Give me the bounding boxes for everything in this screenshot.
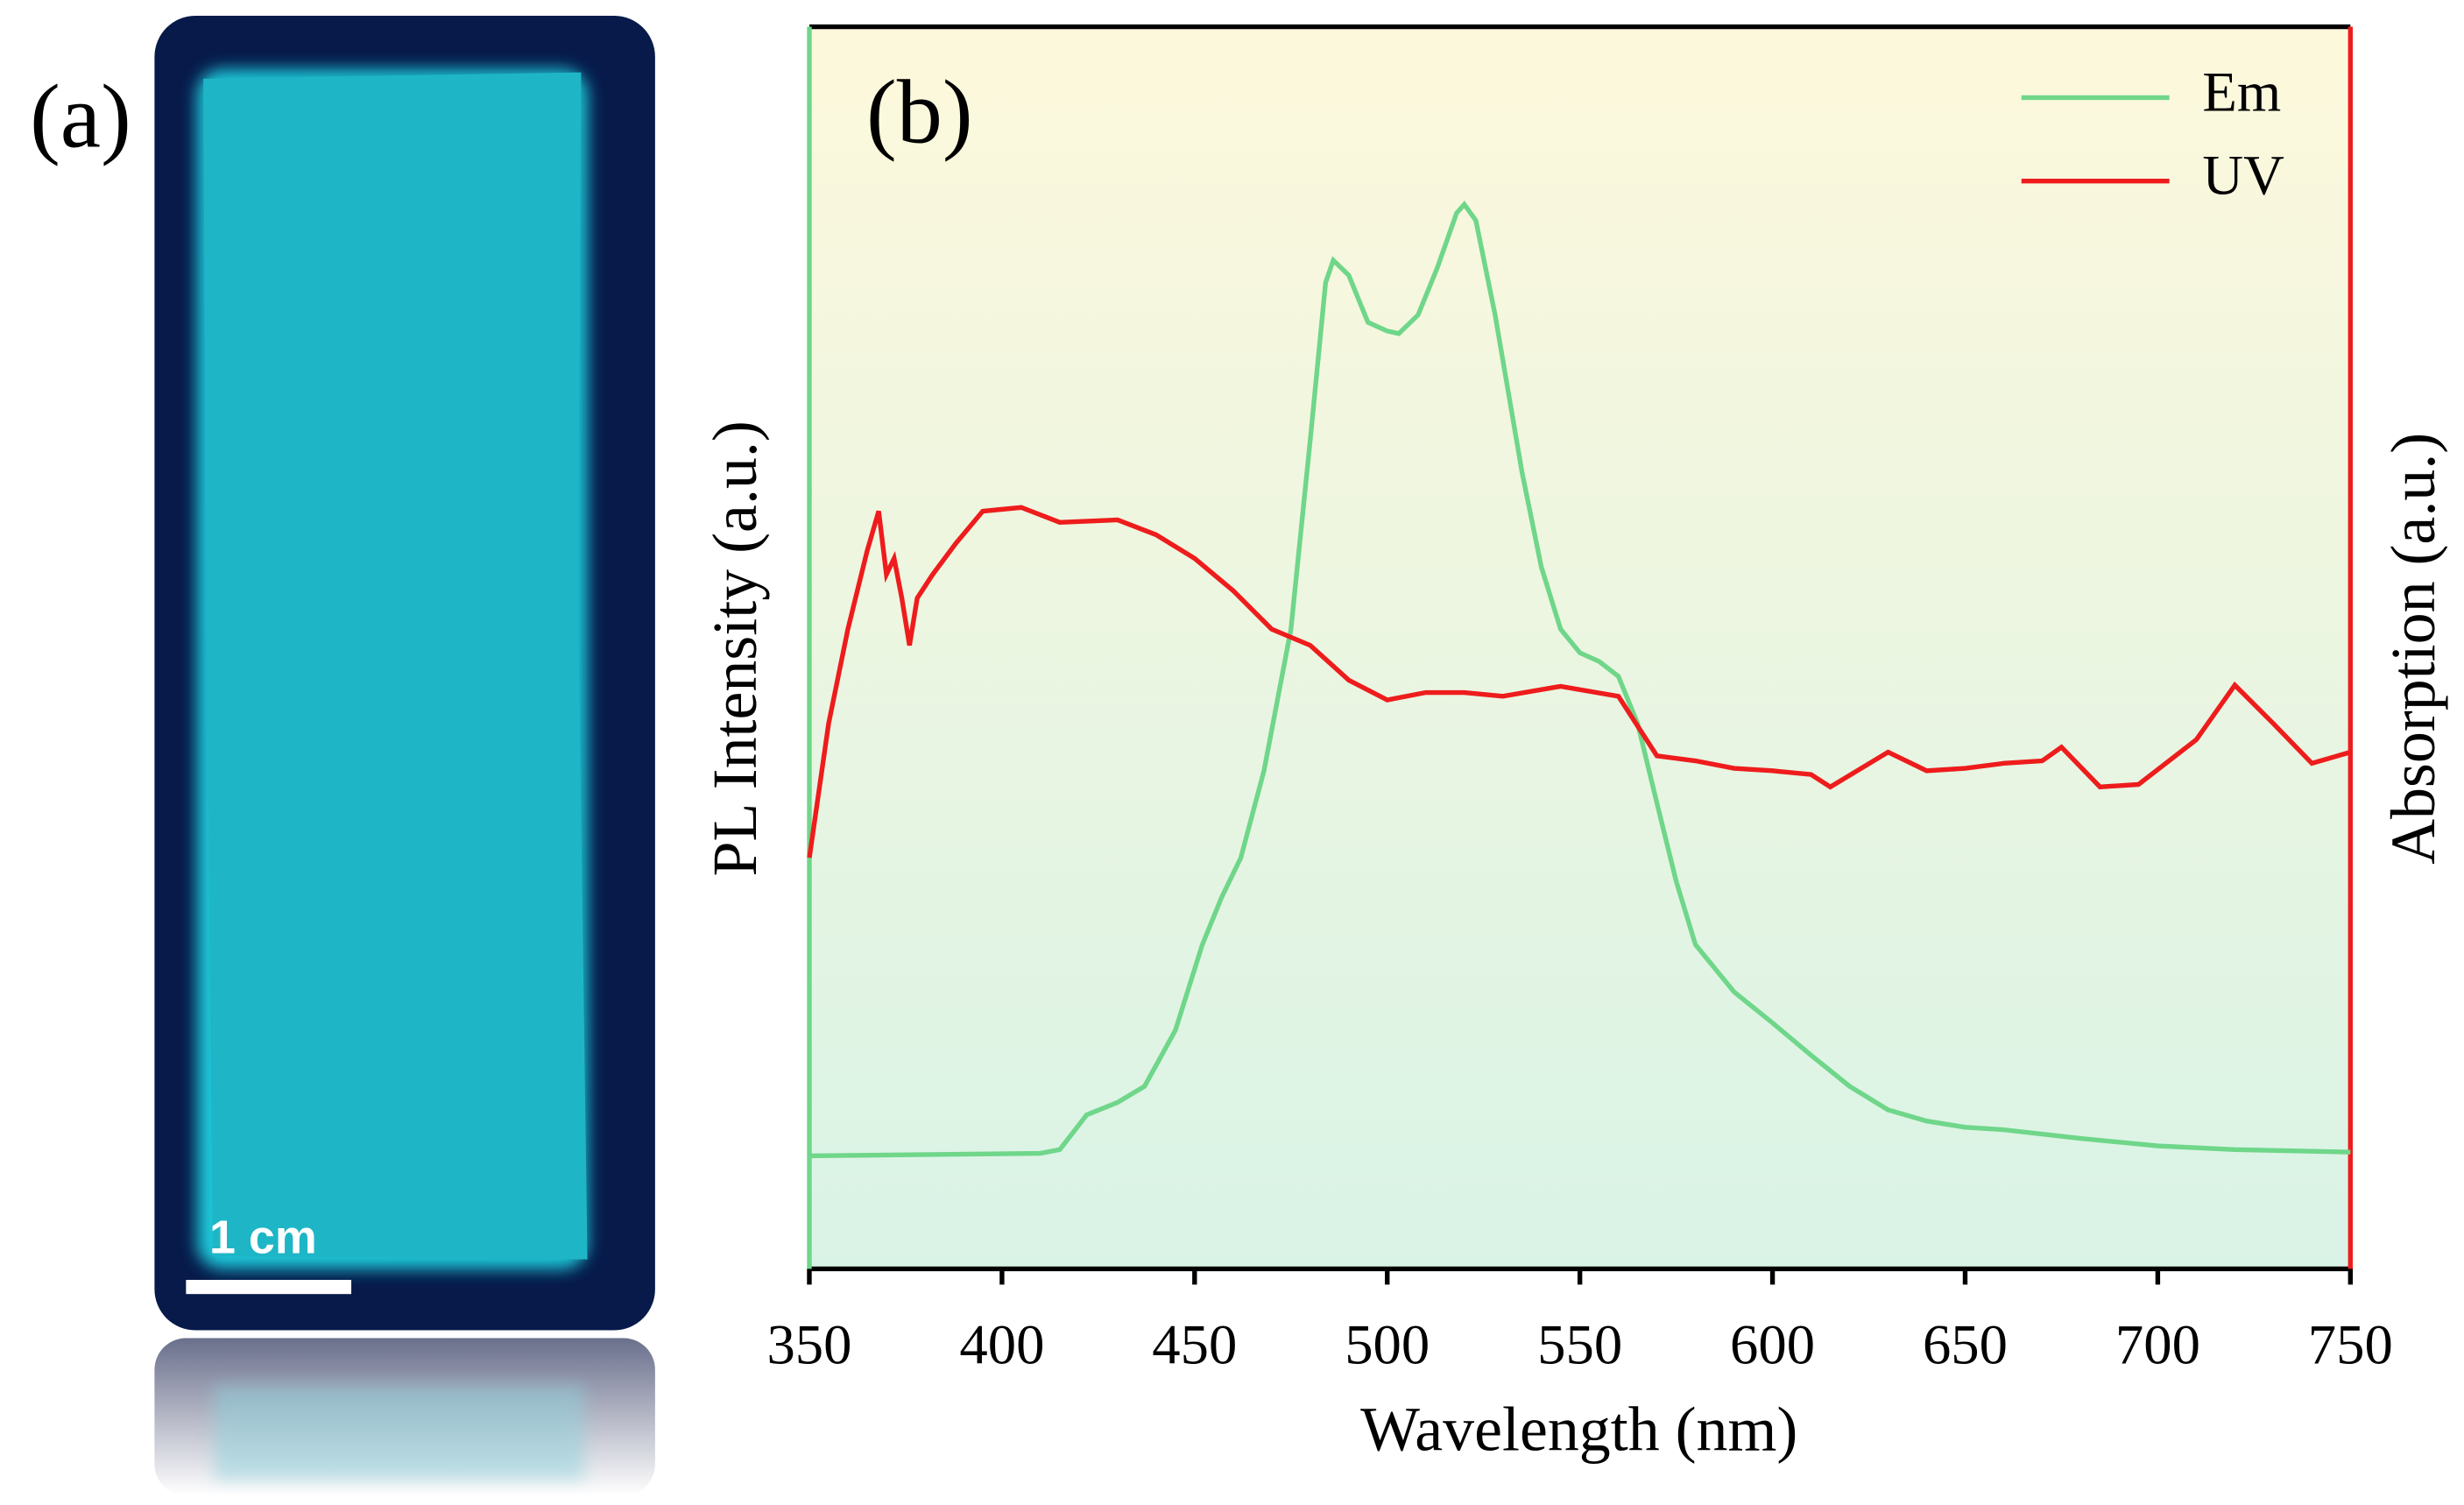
reflection-glow [214,1385,585,1480]
x-tick-label: 700 [2115,1313,2200,1376]
x-tick-label: 650 [1923,1313,2008,1376]
x-tick-label: 550 [1537,1313,1622,1376]
x-tick-label: 500 [1345,1313,1430,1376]
x-tick-label: 350 [766,1313,851,1376]
scale-bar-label: 1 cm [209,1211,317,1263]
x-tick-label: 750 [2308,1313,2393,1376]
scale-bar [186,1280,352,1295]
x-tick-label: 450 [1152,1313,1237,1376]
x-tick-label: 600 [1730,1313,1815,1376]
series-line [808,200,2351,1159]
y-axis-label: PL Intensity (a.u.) [700,420,770,876]
y2-axis-label: Absorption (a.u.) [2378,433,2448,865]
x-tick-label: 400 [959,1313,1044,1376]
panel-label: (b) [866,60,973,162]
series-line [807,505,2352,858]
fluorescent-film [203,72,588,1260]
legend-label: Em [2202,60,2281,123]
legend-label: UV [2202,144,2284,207]
panel-label: (a) [30,66,131,167]
plot-background [808,26,2351,1269]
x-axis-label: Wavelength (nm) [1360,1394,1797,1464]
